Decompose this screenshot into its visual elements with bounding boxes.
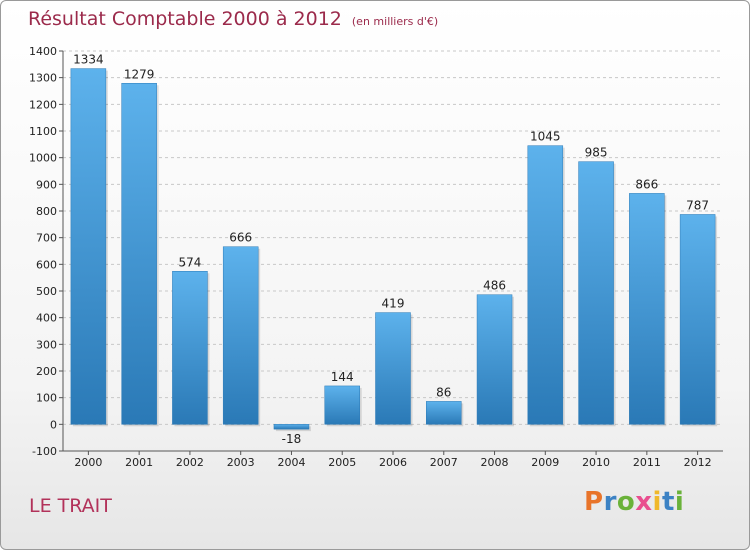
- data-label: 866: [635, 177, 658, 191]
- x-tick-label: 2008: [481, 456, 509, 469]
- logo-letter: i: [674, 487, 685, 517]
- logo-letter: x: [635, 487, 653, 517]
- y-tick-label: 1100: [29, 125, 57, 138]
- y-tick-label: 1300: [29, 72, 57, 85]
- bar: [578, 161, 614, 425]
- y-tick-label: 600: [36, 258, 57, 271]
- y-tick-label: 200: [36, 365, 57, 378]
- subtitle-text: (en milliers d'€): [351, 15, 439, 28]
- bar: [375, 312, 411, 425]
- x-tick-label: 2007: [430, 456, 458, 469]
- bar: [679, 214, 716, 425]
- y-tick-label: 400: [36, 312, 57, 325]
- y-tick-label: 900: [36, 178, 57, 191]
- bar: [629, 193, 665, 425]
- x-tick-label: 2012: [684, 456, 712, 469]
- x-tick-label: 2009: [531, 456, 559, 469]
- logo-letter: P: [584, 487, 604, 517]
- data-label: 666: [229, 231, 252, 245]
- chart-title: Résultat Comptable 2000 à 2012 (en millie…: [28, 8, 438, 30]
- data-label: 144: [331, 370, 354, 384]
- x-tick-label: 2003: [227, 456, 255, 469]
- x-tick-label: 2006: [379, 456, 407, 469]
- y-tick-label: 500: [36, 285, 57, 298]
- data-label: 787: [686, 198, 709, 212]
- proxiti-logo: Proxiti: [584, 487, 684, 517]
- commune-name: LE TRAIT: [29, 495, 112, 517]
- logo-letter: o: [616, 487, 636, 517]
- data-label: 985: [585, 146, 608, 160]
- y-tick-label: -100: [32, 445, 57, 458]
- data-label: 574: [178, 255, 201, 269]
- data-label: 486: [483, 279, 506, 293]
- y-tick-label: 100: [36, 392, 57, 405]
- logo-letter: i: [652, 487, 662, 517]
- bar: [527, 145, 564, 425]
- x-tick-label: 2000: [74, 456, 102, 469]
- x-tick-label: 2004: [277, 456, 305, 469]
- x-tick-label: 2011: [633, 456, 661, 469]
- logo-letter: t: [661, 487, 675, 517]
- bar: [273, 424, 310, 430]
- y-tick-label: 300: [36, 338, 57, 351]
- data-label: 1045: [530, 130, 561, 144]
- bar: [324, 385, 360, 425]
- bar: [172, 271, 208, 425]
- x-tick-label: 2010: [582, 456, 610, 469]
- x-tick-label: 2001: [125, 456, 153, 469]
- x-tick-label: 2002: [176, 456, 204, 469]
- bar: [70, 68, 107, 425]
- y-tick-label: 0: [50, 418, 57, 431]
- bar: [222, 246, 259, 425]
- title-text: Résultat Comptable 2000 à 2012: [28, 8, 342, 30]
- x-tick-label: 2005: [328, 456, 356, 469]
- data-label: 1279: [124, 67, 155, 81]
- y-tick-label: 800: [36, 205, 57, 218]
- y-tick-label: 1000: [29, 152, 57, 165]
- logo-letter: r: [603, 487, 617, 517]
- y-tick-label: 700: [36, 232, 57, 245]
- bar: [121, 83, 157, 425]
- data-label: 419: [382, 297, 405, 311]
- y-tick-label: 1400: [29, 45, 57, 58]
- data-label: 1334: [73, 53, 104, 67]
- bar: [426, 401, 462, 425]
- bar: [476, 294, 513, 425]
- data-label: 86: [436, 385, 451, 399]
- data-label: -18: [282, 432, 302, 446]
- y-tick-label: 1200: [29, 98, 57, 111]
